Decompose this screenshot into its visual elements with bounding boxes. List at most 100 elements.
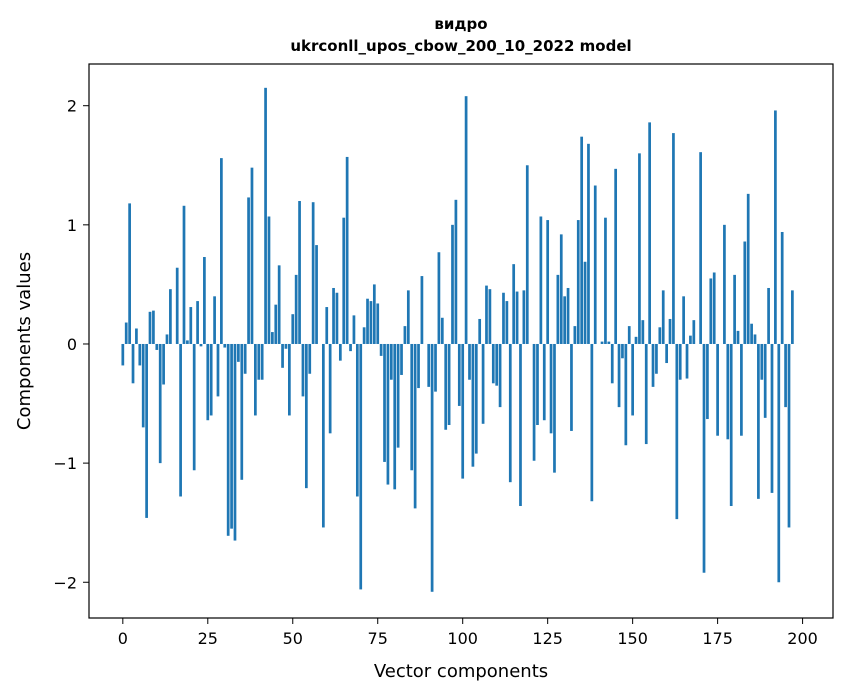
- bar-75: [376, 303, 380, 344]
- bar-109: [491, 343, 495, 384]
- bar-44: [271, 332, 274, 344]
- bar-38: [250, 167, 254, 344]
- bar-65: [342, 217, 346, 344]
- bar-53: [301, 343, 305, 397]
- bar-138: [590, 343, 594, 502]
- bar-127: [553, 343, 556, 473]
- bar-135: [580, 136, 584, 344]
- bar-11: [158, 343, 162, 464]
- bar-139: [593, 185, 597, 344]
- bar-60: [325, 307, 329, 344]
- bar-57: [315, 245, 318, 344]
- bar-196: [787, 343, 791, 528]
- bar-152: [638, 153, 641, 344]
- bar-59: [321, 343, 325, 528]
- bar-80: [393, 343, 397, 490]
- bar-107: [485, 285, 488, 344]
- bar-156: [651, 343, 655, 387]
- bar-86: [413, 343, 417, 509]
- bar-130: [563, 296, 567, 344]
- bar-23: [199, 343, 203, 347]
- bar-111: [498, 343, 502, 408]
- bar-91: [430, 343, 434, 592]
- x-tick-label: 0: [118, 629, 128, 648]
- bar-71: [362, 327, 366, 344]
- bar-119: [525, 165, 529, 344]
- bar-77: [383, 343, 386, 462]
- bar-104: [474, 343, 478, 454]
- bar-88: [420, 276, 424, 344]
- bar-92: [434, 343, 437, 392]
- bar-110: [495, 343, 499, 386]
- bar-122: [536, 343, 539, 425]
- bar-84: [406, 290, 410, 344]
- bar-21: [192, 343, 196, 471]
- bar-73: [369, 301, 373, 344]
- x-tick-label: 25: [198, 629, 218, 648]
- bar-134: [576, 220, 580, 344]
- bar-193: [777, 343, 781, 583]
- bar-123: [539, 216, 543, 344]
- y-axis-ticks: −2 −1 0 1 2: [53, 97, 89, 592]
- bar-184: [746, 193, 750, 344]
- bar-28: [216, 343, 220, 397]
- bar-93: [437, 252, 441, 344]
- y-tick-label: 0: [67, 335, 77, 354]
- bar-165: [682, 296, 685, 344]
- bar-67: [349, 343, 352, 352]
- bar-159: [661, 290, 665, 344]
- bar-4: [135, 328, 138, 344]
- bar-150: [631, 343, 634, 416]
- bar-136: [583, 261, 587, 344]
- bar-78: [386, 343, 390, 485]
- bars-group: [121, 87, 801, 592]
- bar-6: [141, 343, 145, 428]
- bar-151: [634, 336, 638, 344]
- bar-72: [366, 298, 369, 344]
- y-tick-label: 1: [67, 216, 77, 235]
- bar-132: [570, 343, 573, 431]
- bar-162: [672, 133, 675, 344]
- bar-42: [264, 87, 267, 344]
- bar-29: [220, 158, 223, 344]
- bar-66: [345, 156, 349, 344]
- bar-113: [505, 301, 509, 344]
- y-tick-label: −2: [53, 573, 77, 592]
- bar-108: [488, 289, 492, 344]
- bar-144: [610, 343, 614, 384]
- bar-3: [131, 343, 135, 384]
- bar-90: [427, 343, 431, 387]
- x-axis-ticks: 0 25 50 75 100 125 150 175 200: [118, 618, 818, 648]
- bar-51: [294, 274, 298, 344]
- bar-63: [335, 292, 339, 344]
- bar-14: [169, 289, 172, 344]
- bar-148: [624, 343, 628, 446]
- bar-117: [519, 343, 522, 507]
- bar-22: [196, 301, 199, 344]
- bar-37: [247, 197, 250, 344]
- bar-40: [257, 343, 261, 380]
- bar-50: [291, 314, 295, 344]
- bar-70: [359, 343, 363, 590]
- bar-103: [471, 343, 475, 467]
- bar-142: [604, 217, 607, 344]
- bar-34: [237, 343, 240, 362]
- bar-118: [522, 290, 526, 344]
- y-tick-label: −1: [53, 454, 77, 473]
- bar-137: [587, 143, 590, 344]
- bar-39: [254, 343, 257, 416]
- bar-101: [464, 96, 468, 344]
- bar-99: [457, 343, 461, 406]
- bar-13: [165, 334, 169, 344]
- bar-133: [573, 326, 577, 344]
- bar-95: [444, 343, 448, 430]
- bar-131: [566, 287, 570, 344]
- chart-title-line-1: видро: [434, 15, 487, 33]
- bar-46: [277, 265, 281, 344]
- x-tick-label: 175: [702, 629, 733, 648]
- bar-182: [740, 343, 743, 436]
- bar-16: [175, 267, 179, 344]
- bar-129: [559, 234, 563, 344]
- bar-19: [186, 340, 189, 344]
